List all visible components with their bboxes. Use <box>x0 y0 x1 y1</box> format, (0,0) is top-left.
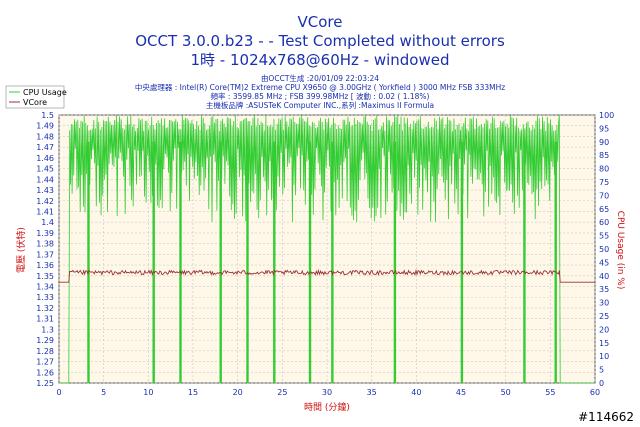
y2-tick-label-4: 20 <box>599 325 609 334</box>
x-axis-ticks: 0 5 10 15 20 25 30 35 40 45 50 55 60 <box>56 388 600 397</box>
chart-subtitle-2: 1時 - 1024x768@60Hz - windowed <box>190 51 450 69</box>
y-tick-label-1: 1.26 <box>36 368 54 377</box>
y2-tick-label-7: 35 <box>599 285 609 294</box>
y2-tick-label-20: 100 <box>599 111 614 120</box>
y-tick-label-5: 1.3 <box>41 325 54 334</box>
y2-tick-label-11: 55 <box>599 232 609 241</box>
y2-tick-label-18: 90 <box>599 138 609 147</box>
y-tick-label-10: 1.35 <box>36 272 54 281</box>
y-tick-label-3: 1.28 <box>36 347 54 356</box>
y-tick-label-14: 1.39 <box>36 229 54 238</box>
legend-label-vcore: VCore <box>23 98 47 107</box>
cpu-dropout-0 <box>87 141 90 383</box>
x-tick-label-12: 60 <box>590 388 600 397</box>
x-tick-label-8: 40 <box>411 388 421 397</box>
y-tick-label-19: 1.44 <box>36 175 54 184</box>
y-tick-label-17: 1.42 <box>36 197 54 206</box>
x-tick-label-1: 5 <box>101 388 106 397</box>
x-tick-label-0: 0 <box>56 388 61 397</box>
x-tick-label-7: 35 <box>367 388 377 397</box>
y-tick-label-24: 1.49 <box>36 122 54 131</box>
x-tick-label-5: 25 <box>277 388 287 397</box>
legend: CPU Usage VCore <box>5 85 67 109</box>
watermark: #114662 <box>578 410 634 424</box>
x-tick-label-4: 20 <box>233 388 243 397</box>
y2-tick-label-10: 50 <box>599 245 609 254</box>
y-axis-label: 電壓 (伏特) <box>15 227 27 273</box>
vcore-line <box>59 268 595 283</box>
y-tick-label-22: 1.47 <box>36 143 54 152</box>
y2-tick-label-13: 65 <box>599 205 609 214</box>
y2-tick-label-6: 30 <box>599 299 609 308</box>
y2-tick-label-15: 75 <box>599 178 609 187</box>
cpu-dropout-6 <box>308 141 312 383</box>
x-axis-label: 時間 (分鐘) <box>304 401 350 413</box>
cpu-usage-line <box>59 114 595 384</box>
x-tick-label-9: 45 <box>456 388 466 397</box>
y-tick-label-15: 1.4 <box>41 218 54 227</box>
x-tick-label-11: 55 <box>545 388 555 397</box>
y-tick-label-12: 1.37 <box>36 250 54 259</box>
x-tick-label-2: 10 <box>143 388 153 397</box>
info-motherboard: 主機板品牌 :ASUSTeK Computer INC.,系列 :Maximus… <box>205 101 435 110</box>
y2-tick-label-9: 45 <box>599 258 609 267</box>
y2-tick-label-12: 60 <box>599 218 609 227</box>
cpu-dropout-5 <box>273 141 276 383</box>
x-tick-label-10: 50 <box>501 388 511 397</box>
cpu-dropout-11 <box>554 141 557 383</box>
info-frequency: 頻率 : 3599.85 MHz ; FSB 399.98MHz [ 波動 : … <box>210 92 430 101</box>
x-tick-label-3: 15 <box>188 388 198 397</box>
y2-tick-label-5: 25 <box>599 312 609 321</box>
chart-subtitle: OCCT 3.0.0.b23 - - Test Completed withou… <box>135 32 505 50</box>
y-tick-label-18: 1.43 <box>36 186 54 195</box>
y-tick-label-11: 1.36 <box>36 261 54 270</box>
x-tick-label-6: 30 <box>322 388 332 397</box>
series-vcore <box>59 268 595 283</box>
y2-tick-label-8: 40 <box>599 272 609 281</box>
y-tick-label-21: 1.46 <box>36 154 54 163</box>
y2-axis-ticks: 0 5 10 15 20 25 30 35 40 45 50 55 60 65 70 75 80 85 90 95 10… <box>599 111 614 388</box>
cpu-dropout-3 <box>219 141 222 383</box>
chart-title: VCore <box>297 13 343 31</box>
y2-tick-label-19: 95 <box>599 124 609 133</box>
y-tick-label-8: 1.33 <box>36 293 54 302</box>
y-tick-label-6: 1.31 <box>36 315 54 324</box>
cpu-dropout-1 <box>152 141 155 383</box>
info-generated: 由OCCT生成 :20/01/09 22:03:24 <box>260 74 380 83</box>
cpu-dropout-9 <box>460 141 464 383</box>
y2-tick-label-2: 10 <box>599 352 609 361</box>
y2-tick-label-16: 80 <box>599 165 609 174</box>
y-tick-label-2: 1.27 <box>36 358 54 367</box>
cpu-dropout-7 <box>331 141 334 383</box>
series-cpu-usage <box>59 114 595 384</box>
y2-tick-label-3: 15 <box>599 339 609 348</box>
y2-tick-label-17: 85 <box>599 151 609 160</box>
y-tick-label-25: 1.5 <box>41 111 54 120</box>
y2-tick-label-14: 70 <box>599 191 609 200</box>
y-tick-label-9: 1.34 <box>36 283 54 292</box>
cpu-dropout-4 <box>246 141 249 383</box>
cpu-dropout-2 <box>179 141 182 383</box>
y-tick-label-7: 1.32 <box>36 304 54 313</box>
info-cpu: 中央處理器 : Intel(R) Core(TM)2 Extreme CPU X… <box>134 83 506 92</box>
y2-tick-label-1: 5 <box>599 366 604 375</box>
legend-label-cpu-usage: CPU Usage <box>23 88 67 97</box>
y-tick-label-20: 1.45 <box>36 165 54 174</box>
y2-axis-label: CPU Usage (in %) <box>615 211 625 290</box>
y-tick-label-13: 1.38 <box>36 240 54 249</box>
y-tick-label-16: 1.41 <box>36 207 54 216</box>
y-tick-label-0: 1.25 <box>36 379 54 388</box>
y-axis-ticks: 1.25 1.261.27 1.28 1.29 1.31.31 1.32 1.331.34 1… <box>36 111 54 388</box>
cpu-dropout-10 <box>523 141 526 383</box>
y-tick-label-4: 1.29 <box>36 336 54 345</box>
y-tick-label-23: 1.48 <box>36 132 54 141</box>
y2-tick-label-0: 0 <box>599 379 604 388</box>
cpu-dropout-8 <box>393 141 397 383</box>
